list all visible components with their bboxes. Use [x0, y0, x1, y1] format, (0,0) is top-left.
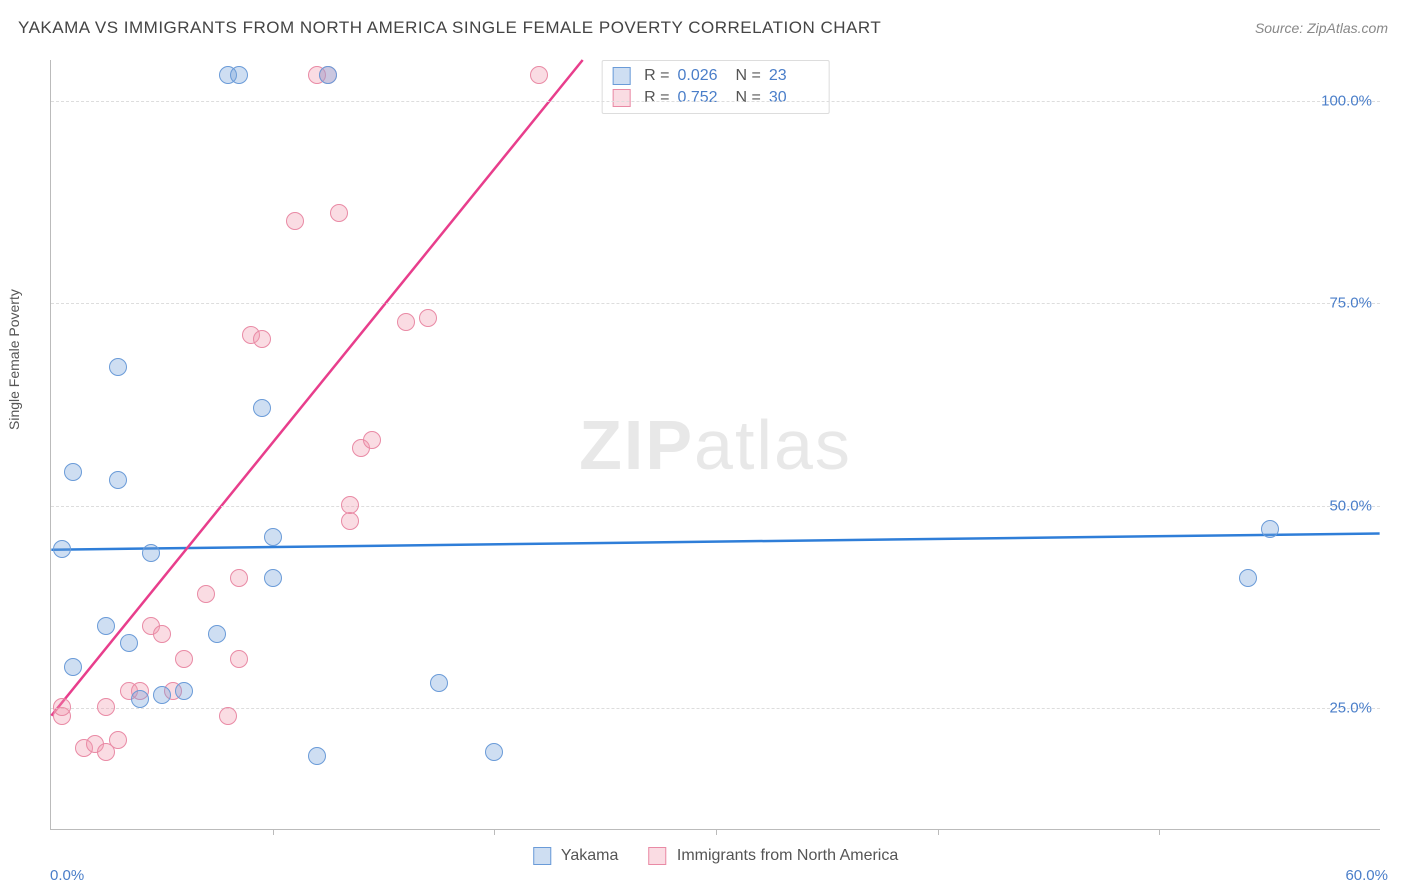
stats-row-series-1: R = 0.752 N = 30	[612, 87, 819, 109]
data-point	[53, 540, 71, 558]
chart-title: YAKAMA VS IMMIGRANTS FROM NORTH AMERICA …	[18, 18, 881, 38]
data-point	[419, 309, 437, 327]
trend-line	[51, 60, 582, 716]
x-tick	[494, 829, 495, 835]
gridline	[51, 303, 1380, 304]
data-point	[319, 66, 337, 84]
watermark-atlas: atlas	[694, 406, 852, 484]
x-tick	[716, 829, 717, 835]
watermark-zip: ZIP	[579, 406, 694, 484]
stats-swatch-0	[612, 67, 630, 85]
x-tick	[273, 829, 274, 835]
data-point	[109, 471, 127, 489]
stats-box: R = 0.026 N = 23 R = 0.752 N = 30	[601, 60, 830, 114]
legend: Yakama Immigrants from North America	[533, 847, 899, 865]
x-tick-label-min: 0.0%	[50, 867, 84, 884]
stats-swatch-1	[612, 89, 630, 107]
data-point	[142, 544, 160, 562]
stats-r-label: R =	[644, 89, 669, 107]
data-point	[97, 698, 115, 716]
x-tick	[938, 829, 939, 835]
stats-n-value-0: 23	[769, 67, 819, 85]
trend-lines	[51, 60, 1380, 829]
data-point	[131, 690, 149, 708]
trend-line	[51, 534, 1379, 550]
data-point	[253, 330, 271, 348]
data-point	[330, 204, 348, 222]
stats-n-value-1: 30	[769, 89, 819, 107]
data-point	[230, 569, 248, 587]
data-point	[1239, 569, 1257, 587]
stats-n-label: N =	[736, 89, 761, 107]
data-point	[308, 747, 326, 765]
data-point	[64, 463, 82, 481]
data-point	[363, 431, 381, 449]
data-point	[286, 212, 304, 230]
y-tick-label: 100.0%	[1321, 92, 1372, 109]
data-point	[341, 496, 359, 514]
data-point	[97, 617, 115, 635]
source-label: Source: ZipAtlas.com	[1255, 20, 1388, 36]
gridline	[51, 708, 1380, 709]
data-point	[485, 743, 503, 761]
data-point	[230, 650, 248, 668]
x-tick	[1159, 829, 1160, 835]
legend-swatch-0	[533, 847, 551, 865]
legend-label-1: Immigrants from North America	[677, 847, 898, 864]
data-point	[153, 686, 171, 704]
data-point	[153, 625, 171, 643]
x-tick-label-max: 60.0%	[1345, 867, 1388, 884]
data-point	[175, 682, 193, 700]
data-point	[230, 66, 248, 84]
plot-area: ZIPatlas R = 0.026 N = 23 R = 0.752 N = …	[50, 60, 1380, 830]
data-point	[530, 66, 548, 84]
y-axis-label: Single Female Poverty	[6, 289, 22, 430]
legend-swatch-1	[648, 847, 666, 865]
y-tick-label: 75.0%	[1329, 295, 1372, 312]
legend-label-0: Yakama	[561, 847, 619, 864]
legend-item-0: Yakama	[533, 847, 619, 865]
data-point	[430, 674, 448, 692]
data-point	[120, 634, 138, 652]
data-point	[109, 731, 127, 749]
stats-n-label: N =	[736, 67, 761, 85]
title-bar: YAKAMA VS IMMIGRANTS FROM NORTH AMERICA …	[18, 18, 1388, 38]
gridline	[51, 506, 1380, 507]
y-tick-label: 50.0%	[1329, 497, 1372, 514]
data-point	[64, 658, 82, 676]
data-point	[264, 528, 282, 546]
data-point	[253, 399, 271, 417]
stats-r-label: R =	[644, 67, 669, 85]
stats-row-series-0: R = 0.026 N = 23	[612, 65, 819, 87]
gridline	[51, 101, 1380, 102]
data-point	[219, 707, 237, 725]
y-tick-label: 25.0%	[1329, 700, 1372, 717]
data-point	[197, 585, 215, 603]
stats-r-value-0: 0.026	[678, 67, 728, 85]
data-point	[175, 650, 193, 668]
data-point	[341, 512, 359, 530]
data-point	[109, 358, 127, 376]
data-point	[397, 313, 415, 331]
watermark: ZIPatlas	[579, 405, 852, 485]
data-point	[53, 698, 71, 716]
data-point	[264, 569, 282, 587]
stats-r-value-1: 0.752	[678, 89, 728, 107]
data-point	[208, 625, 226, 643]
data-point	[1261, 520, 1279, 538]
legend-item-1: Immigrants from North America	[648, 847, 898, 865]
